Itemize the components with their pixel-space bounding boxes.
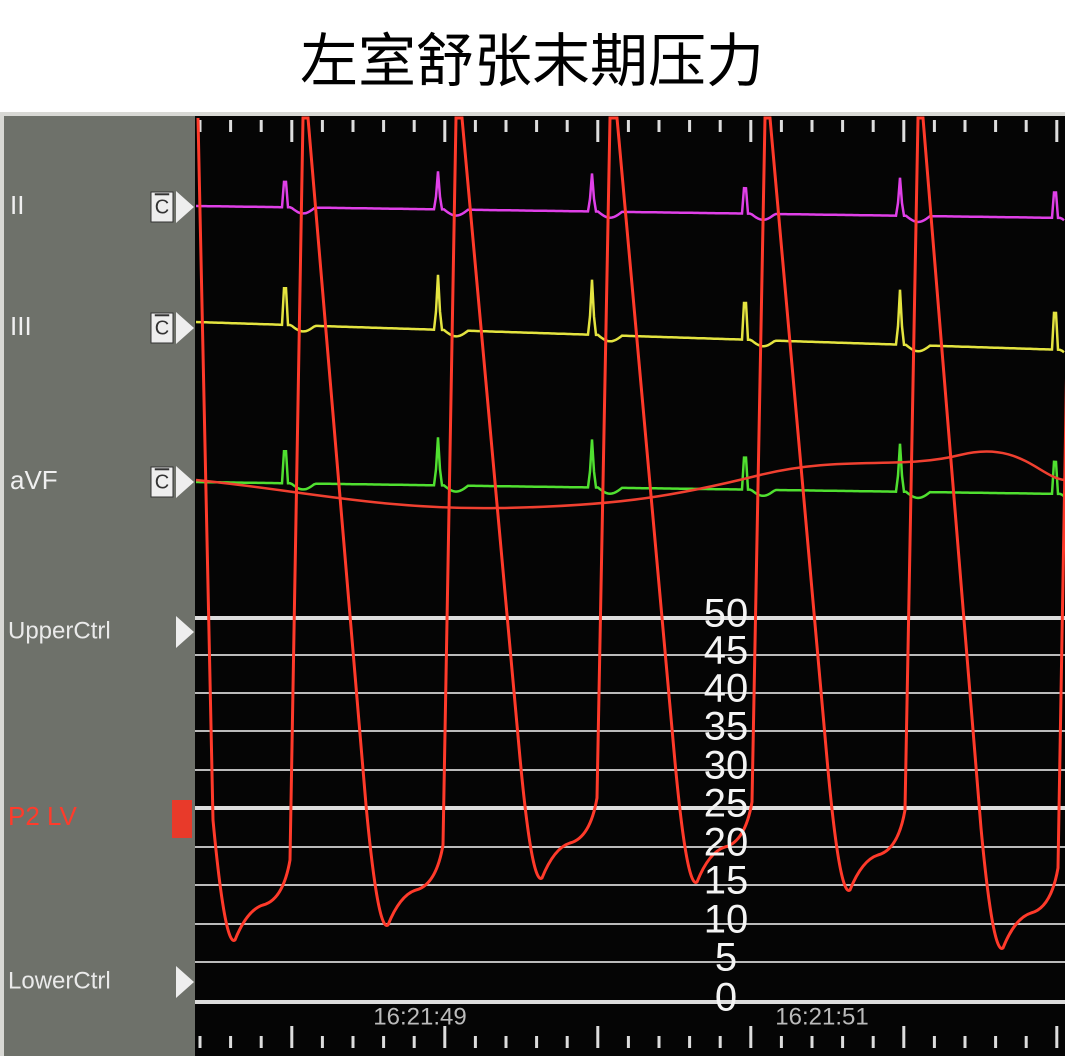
channel-button <box>150 466 174 498</box>
ctrl-marker <box>176 616 194 648</box>
scale-label: 45 <box>704 629 749 673</box>
ecg-trace <box>195 274 1065 354</box>
scale-label: 10 <box>704 898 749 942</box>
ctrl-marker <box>176 966 194 998</box>
channel-button-label: C <box>155 317 169 339</box>
scale-label: 5 <box>715 936 737 980</box>
upper-ctrl: UpperCtrl <box>8 617 111 644</box>
channel-label: II <box>10 190 24 220</box>
channel-marker <box>176 466 194 498</box>
scale-label: 50 <box>704 592 749 636</box>
scale-label: 0 <box>715 976 737 1020</box>
title: 左室舒张末期压力 <box>300 27 764 95</box>
lower-ctrl: LowerCtrl <box>8 967 111 994</box>
scale-label: 35 <box>704 705 749 749</box>
pressure-marker <box>172 800 192 838</box>
pressure-channel: P2 LV <box>8 801 78 831</box>
ecg-trace <box>196 171 1065 224</box>
label-panel <box>4 116 195 1056</box>
channel-marker <box>176 312 194 344</box>
scale-label: 20 <box>704 821 749 865</box>
channel-button <box>150 191 174 223</box>
scale-label: 15 <box>704 859 749 903</box>
channel-button-label: C <box>155 471 169 493</box>
time-label: 16:21:51 <box>775 1003 868 1030</box>
channel-label: aVF <box>10 465 58 495</box>
pressure-baseline <box>195 450 1065 510</box>
channel-button-label: C <box>155 196 169 218</box>
channel-marker <box>176 191 194 223</box>
time-label: 16:21:49 <box>373 1003 466 1030</box>
channel-label: III <box>10 311 32 341</box>
scale-label: 30 <box>704 744 749 788</box>
scale-label: 25 <box>704 782 749 826</box>
lv-pressure-trace <box>196 116 1065 950</box>
ecg-trace <box>196 437 1065 500</box>
scale-label: 40 <box>704 667 749 711</box>
channel-button <box>150 312 174 344</box>
